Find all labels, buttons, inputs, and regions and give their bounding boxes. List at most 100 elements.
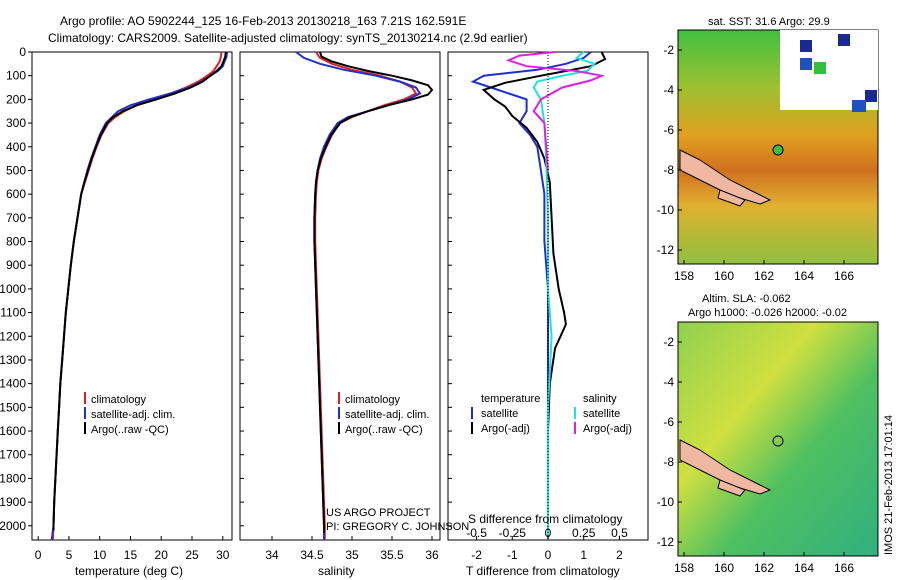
map-x-tick-label: 162 [754,269,774,283]
x-tick-label: 15 [124,548,138,562]
sst-map-axes: 158 160 162 164 166 -2 -4 -6 -8 -10 -12 [657,43,855,283]
map-x-tick-label: 162 [754,561,774,575]
sla-map-axes: 158 160 162 164 166 -2 -4 -6 -8 -10 -12 [657,335,855,575]
x-tick-label: 20 [155,548,169,562]
top-tick-label: 0.5 [611,526,628,540]
depth-tick-label: 500 [6,163,26,177]
salinity-lines [295,51,434,540]
x-tick-label: 1 [580,548,587,562]
depth-tick-label: 300 [6,116,26,130]
temperature-lines [50,51,229,541]
map-x-tick-label: 160 [714,269,734,283]
x-tick-label: 10 [93,548,107,562]
diff-xlabel: T difference from climatology [466,564,620,578]
map-y-tick-label: -6 [663,415,674,429]
map-x-tick-label: 160 [714,561,734,575]
legend-t-satellite: satellite [481,408,518,420]
legend-argo: Argo(..raw -QC) [91,424,169,436]
legend-satellite: satellite-adj. clim. [91,409,175,421]
salinity-xlabel: salinity [318,564,355,578]
x-tick-labels: 0 5 10 15 20 25 30 34 34.5 35 35.5 36 -2 -1 0 1 2 -0.5 -0.… [35,526,628,562]
x-tick-label: 35 [345,548,359,562]
depth-tick-label: 700 [6,211,26,225]
series-line-argo [52,51,227,531]
legend-salinity-title: salinity [583,393,617,405]
map-x-tick-label: 158 [674,561,694,575]
depth-tick-label: 800 [6,235,26,249]
depth-tick-label: 1700 [0,448,26,462]
map-y-tick-label: -10 [657,203,675,217]
legend-t-argo: Argo(-adj) [481,423,530,435]
map-y-tick-label: -2 [663,43,674,57]
map-x-tick-label: 166 [834,269,854,283]
x-tick-label: 30 [216,548,230,562]
depth-tick-label: 1100 [0,306,26,320]
difference-lines [470,51,607,540]
x-tick-label: 25 [185,548,199,562]
map-y-tick-label: -12 [657,535,675,549]
map-y-tick-label: -8 [663,455,674,469]
credit-pi: PI: GREGORY C. JOHNSON [326,521,469,533]
depth-axis: 0 100 200 300 400 500 600 700 800 900 1000 1100 1200… [0,45,452,533]
map-y-tick-label: -2 [663,335,674,349]
salinity-panel-frame [239,51,441,541]
depth-tick-label: 1500 [0,400,26,414]
depth-tick-label: 1000 [0,282,26,296]
sla-map-title1: Altim. SLA: -0.062 [702,293,791,305]
legend-argo: Argo(..raw -QC) [345,424,423,436]
legend-satellite: satellite-adj. clim. [345,409,429,421]
depth-tick-label: 200 [6,92,26,106]
map-x-tick-label: 166 [834,561,854,575]
sst-map [677,29,879,265]
series-line-climatology [314,51,418,540]
depth-tick-label: 1800 [0,471,26,485]
depth-tick-label: 1900 [0,495,26,509]
x-tick-label: 0 [545,548,552,562]
series-line-satellite [50,51,229,541]
top-tick-label: 0.25 [572,526,596,540]
series-line-s-satellite [532,51,597,540]
map-x-tick-label: 164 [794,269,814,283]
depth-tick-label: 1400 [0,377,26,391]
legend-s-satellite: satellite [583,408,620,420]
depth-tick-label: 2000 [0,519,26,533]
temperature-xlabel: temperature (deg C) [75,564,183,578]
header-line1: Argo profile: AO 5902244_125 16-Feb-2013… [60,14,466,28]
x-tick-label: 35.5 [380,548,404,562]
top-tick-label: -0.5 [466,526,487,540]
map-y-tick-label: -8 [663,163,674,177]
depth-tick-label: 1600 [0,424,26,438]
series-line-satellite [295,51,422,540]
salinity-legend: climatology satellite-adj. clim. Argo(..… [338,392,429,436]
map-y-tick-label: -10 [657,495,675,509]
map-y-tick-label: -4 [663,375,674,389]
temperature-panel-frame [31,51,233,541]
series-line-t-satellite [470,51,592,540]
timestamp-label: IMOS 21-Feb-2013 17:01:14 [883,415,895,555]
sst-map-title: sat. SST: 31.6 Argo: 29.9 [708,16,830,28]
sla-map [677,321,879,557]
legend-climatology: climatology [345,394,401,406]
series-line-climatology [51,51,223,541]
legend-climatology: climatology [91,394,147,406]
map-x-tick-label: 164 [794,561,814,575]
sla-map-title2: Argo h1000: -0.026 h2000: -0.02 [688,307,847,319]
depth-tick-label: 1300 [0,353,26,367]
x-tick-label: 34.5 [300,548,324,562]
top-tick-label: -0.25 [499,526,527,540]
temperature-legend: climatology satellite-adj. clim. Argo(..… [84,392,175,436]
x-tick-label: 5 [66,548,73,562]
header-line2: Climatology: CARS2009. Satellite-adjuste… [48,31,528,45]
legend-s-argo: Argo(-adj) [583,423,632,435]
x-tick-label: 36 [425,548,439,562]
map-y-tick-label: -4 [663,83,674,97]
x-tick-label: -2 [471,548,482,562]
depth-tick-label: 100 [6,69,26,83]
depth-tick-label: 600 [6,187,26,201]
diff-xlabel-top: S difference from climatology [468,512,623,526]
depth-tick-label: 400 [6,140,26,154]
x-tick-label: 2 [616,548,623,562]
series-line-s-argo [505,51,605,171]
map-y-tick-label: -6 [663,123,674,137]
